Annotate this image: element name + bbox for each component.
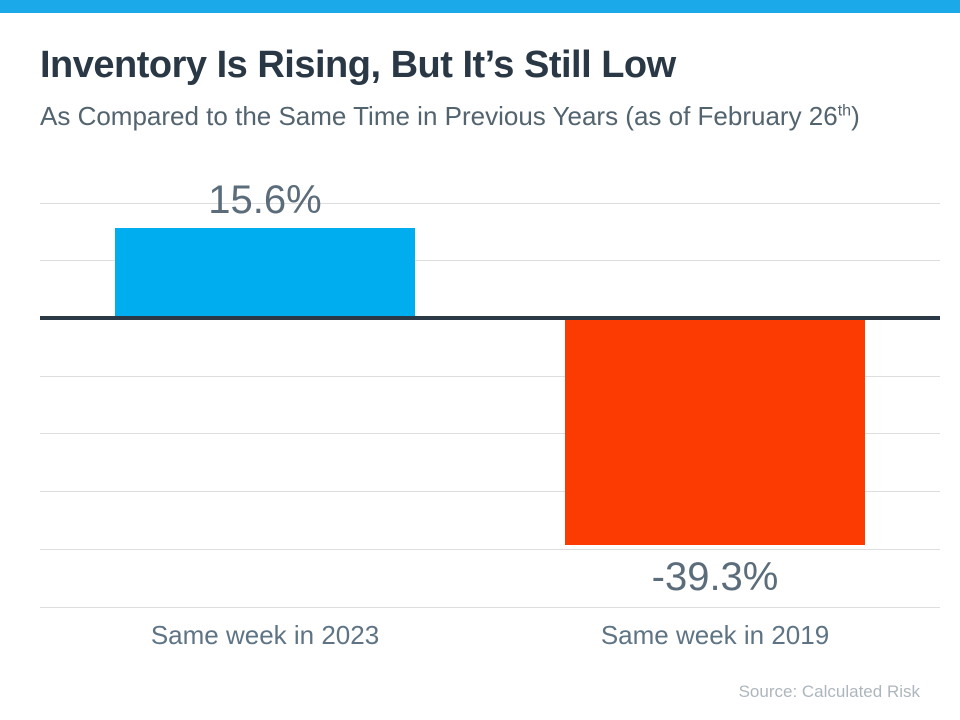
x-axis-label: Same week in 2019 — [600, 620, 830, 650]
gridline — [40, 491, 940, 493]
gridline — [40, 202, 940, 204]
bar-value-label: 15.6% — [208, 178, 322, 223]
bar — [565, 318, 865, 546]
subtitle-text: As Compared to the Same Time in Previous… — [40, 101, 838, 131]
top-accent-bar — [0, 0, 960, 13]
subtitle-superscript: th — [837, 102, 852, 120]
x-axis-label: Same week in 2023 — [150, 620, 380, 650]
source-credit: Source: Calculated Risk — [738, 682, 920, 701]
bar-value-label: -39.3% — [651, 555, 779, 600]
gridline — [40, 375, 940, 377]
bar — [115, 228, 415, 319]
subtitle-suffix: ) — [851, 101, 860, 131]
bar-chart-plot-area: 15.6% -39.3% — [40, 180, 940, 608]
gridline — [40, 260, 940, 262]
gridline — [40, 433, 940, 435]
page-title: Inventory Is Rising, But It’s Still Low — [40, 44, 676, 86]
chart-subtitle: As Compared to the Same Time in Previous… — [40, 101, 860, 132]
gridline — [40, 548, 940, 550]
zero-axis-line — [40, 316, 940, 321]
gridline — [40, 606, 940, 608]
x-axis-labels-row: Same week in 2023 Same week in 2019 — [40, 620, 940, 654]
